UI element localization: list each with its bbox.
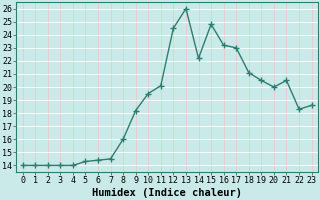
X-axis label: Humidex (Indice chaleur): Humidex (Indice chaleur) <box>92 188 242 198</box>
